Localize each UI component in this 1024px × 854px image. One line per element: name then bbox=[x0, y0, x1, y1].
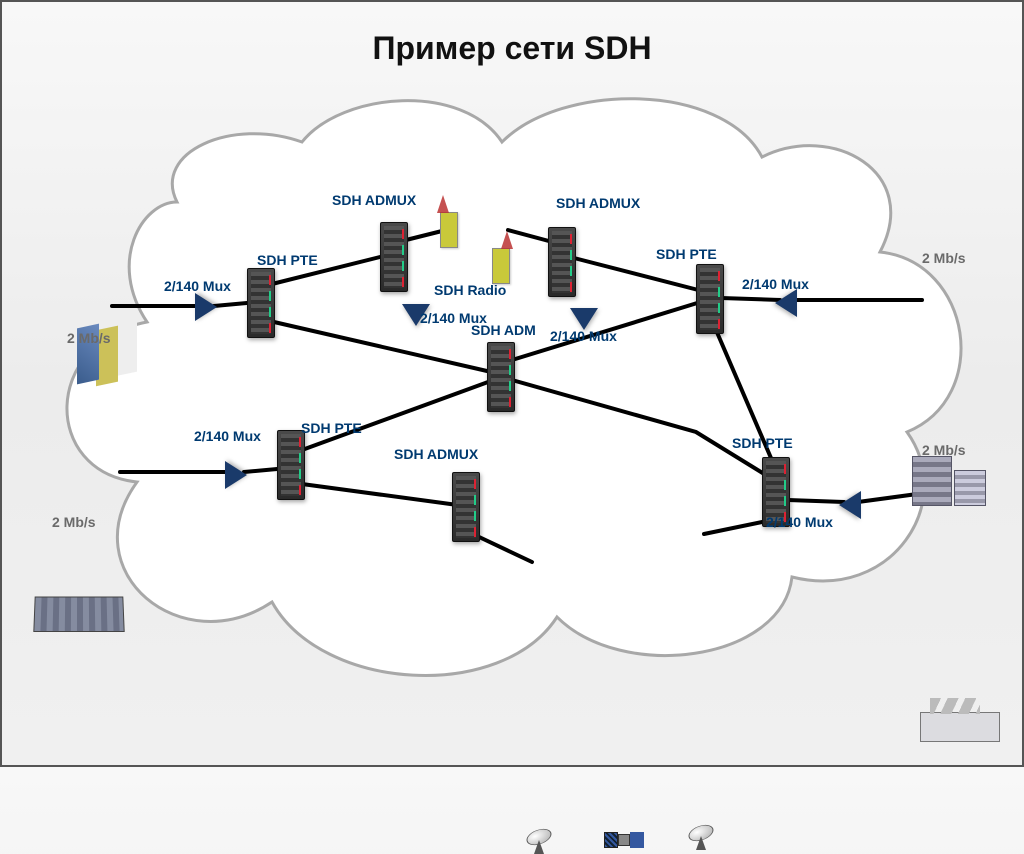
mux-icon bbox=[570, 308, 598, 330]
building-icon bbox=[920, 698, 1000, 742]
building-icon bbox=[57, 312, 127, 382]
label: 2 Mb/s bbox=[922, 250, 966, 266]
radio-tower-icon bbox=[492, 248, 510, 284]
building-icon bbox=[912, 454, 986, 506]
satellite-dish-icon bbox=[682, 820, 716, 850]
mux-icon bbox=[225, 461, 247, 489]
rack-rack_pte_tl bbox=[247, 268, 275, 338]
radio-tower-icon bbox=[440, 212, 458, 248]
rack-rack_pte_bl bbox=[277, 430, 305, 500]
label: 2/140 Mux bbox=[766, 514, 833, 530]
label: 2 Mb/s bbox=[67, 330, 111, 346]
label: SDH PTE bbox=[656, 246, 717, 262]
diagram-canvas: SDH PTE SDH PTE SDH PTE SDH PTE SDH ADMUX SDH… bbox=[2, 2, 1022, 765]
label: SDH ADMUX bbox=[556, 195, 640, 211]
rack-rack_pte_tr bbox=[696, 264, 724, 334]
label: SDH PTE bbox=[732, 435, 793, 451]
satellite-icon bbox=[606, 828, 640, 850]
label: SDH PTE bbox=[257, 252, 318, 268]
label: 2 Mb/s bbox=[52, 514, 96, 530]
mux-icon bbox=[839, 491, 861, 519]
label: 2/140 Mux bbox=[164, 278, 231, 294]
mux-icon bbox=[195, 293, 217, 321]
label: 2/140 Mux bbox=[742, 276, 809, 292]
rack-rack_adm bbox=[487, 342, 515, 412]
label: SDH PTE bbox=[301, 420, 362, 436]
label: SDH Radio bbox=[434, 282, 506, 298]
label: SDH ADMUX bbox=[394, 446, 478, 462]
label: 2/140 Mux bbox=[550, 328, 617, 344]
mux-icon bbox=[775, 289, 797, 317]
label: 2 Mb/s bbox=[922, 442, 966, 458]
building-icon bbox=[34, 592, 124, 632]
label: 2/140 Mux bbox=[194, 428, 261, 444]
slide-frame: Пример сети SDH SDH PTESDH PTESDH PTESDH… bbox=[0, 0, 1024, 767]
label: SDH ADMUX bbox=[332, 192, 416, 208]
rack-rack_admux_b bbox=[452, 472, 480, 542]
label: 2/140 Mux bbox=[420, 310, 487, 326]
satellite-dish-icon bbox=[520, 824, 554, 854]
rack-rack_admux_r bbox=[548, 227, 576, 297]
rack-rack_admux_l bbox=[380, 222, 408, 292]
